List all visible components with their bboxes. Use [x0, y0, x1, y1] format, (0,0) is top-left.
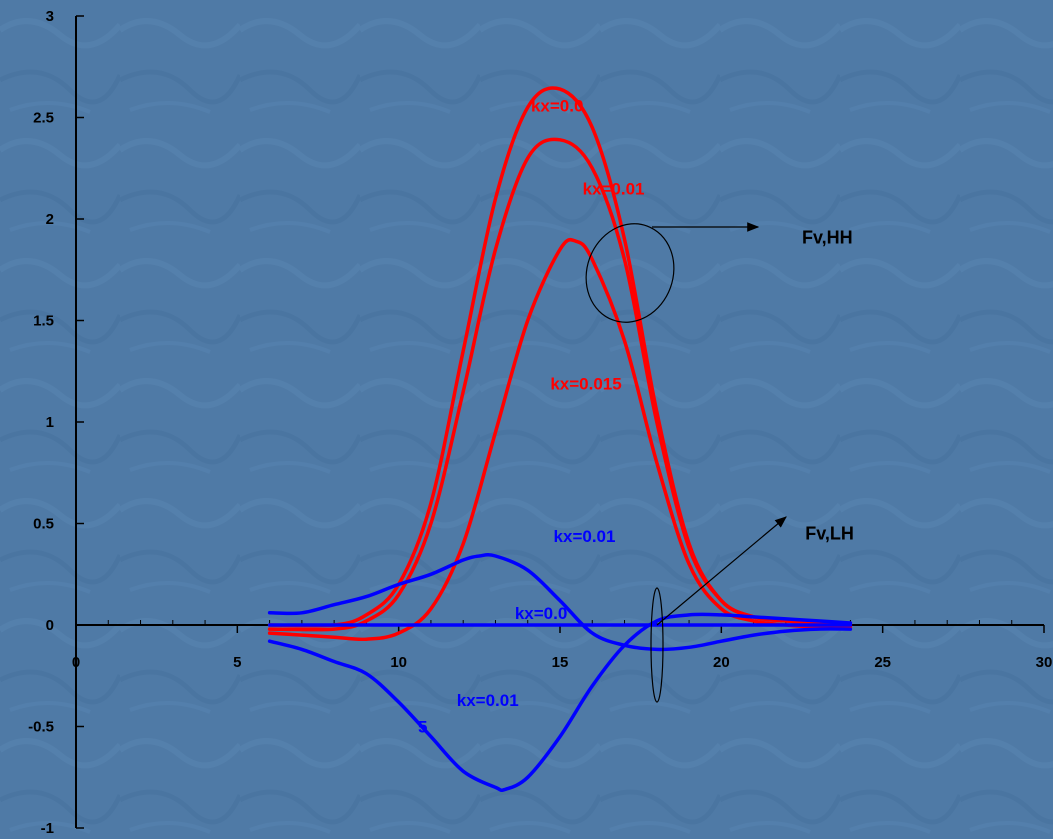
- series-label: kx=0.01: [457, 691, 519, 710]
- annotation-label: Fv,HH: [802, 227, 853, 247]
- y-tick-label: 2: [46, 211, 54, 228]
- y-tick-label: -1: [41, 820, 54, 837]
- fv-lh-arrow: [656, 516, 787, 626]
- series-line-5: [267, 612, 853, 793]
- x-tick-label: 15: [552, 654, 569, 671]
- x-tick-label: 10: [390, 654, 407, 671]
- x-tick-label: 20: [713, 654, 730, 671]
- y-tick-label: 2.5: [33, 110, 54, 127]
- y-tick-label: -0.5: [28, 719, 54, 736]
- series-labels-group: kx=0.0kx=0.01kx=0.015kx=0.01kx=0.0kx=0.0…: [418, 96, 644, 736]
- x-tick-label: 0: [72, 654, 80, 671]
- y-tick-label: 1.5: [33, 313, 54, 330]
- y-ticks: 3 2.5 2 1.5 1 0.5 0 -0.5 -1: [28, 8, 84, 837]
- series-label: kx=0.0: [515, 604, 567, 623]
- x-tick-label: 25: [874, 654, 891, 671]
- fv-hh-ellipse: [585, 223, 675, 323]
- fv-lh-ellipse: [650, 587, 664, 703]
- annotation-label: Fv,LH: [805, 524, 854, 544]
- y-tick-label: 1: [46, 414, 54, 431]
- series-label: kx=0.015: [550, 375, 621, 394]
- series-label: kx=0.01: [583, 180, 645, 199]
- y-tick-label: 0.5: [33, 516, 54, 533]
- callouts-group: [585, 222, 787, 703]
- x-tick-label: 5: [233, 654, 241, 671]
- series-line-2: [267, 237, 853, 642]
- series-label: 5: [418, 718, 427, 737]
- series-label: kx=0.01: [554, 527, 616, 546]
- x-tick-label: 30: [1036, 654, 1053, 671]
- series-line-4: [267, 553, 853, 652]
- y-tick-label: 3: [46, 8, 54, 25]
- series-label: kx=0.0: [531, 96, 583, 115]
- annotations-group: Fv,HH Fv,LH: [802, 227, 854, 543]
- series-group: [267, 86, 853, 793]
- y-tick-label: 0: [46, 617, 54, 634]
